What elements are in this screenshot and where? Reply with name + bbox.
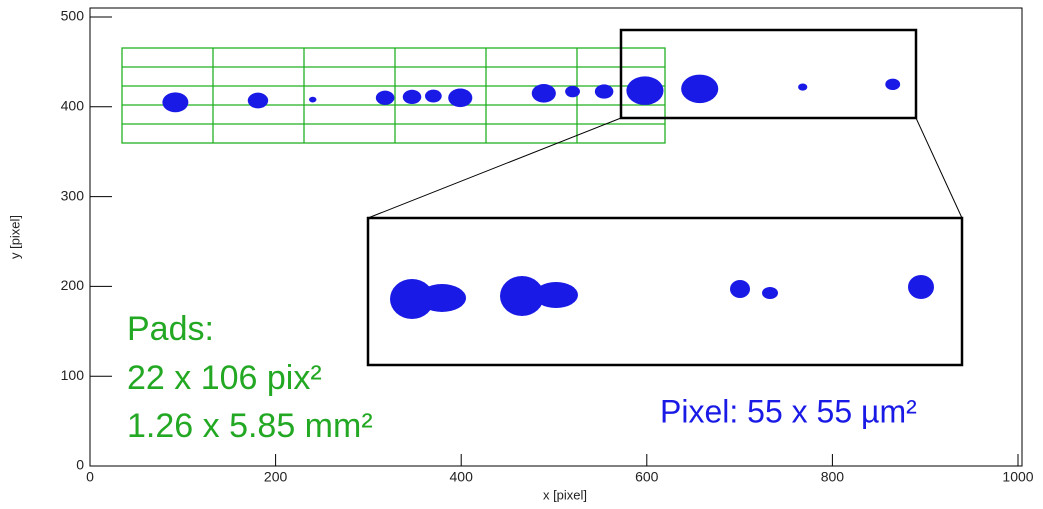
hit: [309, 96, 317, 103]
hit: [375, 90, 395, 105]
x-axis-label: x [pixel]: [543, 487, 587, 502]
zoom-line: [915, 117, 963, 219]
hit: [594, 84, 614, 99]
y-tick-label: 0: [76, 457, 84, 473]
x-tick-label: 800: [821, 469, 845, 485]
zoom-line: [367, 117, 622, 219]
inset-hit: [534, 282, 578, 308]
hit: [247, 92, 269, 109]
x-tick-label: 0: [86, 469, 94, 485]
hit: [425, 89, 442, 103]
hit: [798, 83, 808, 91]
x-tick-label: 1000: [1002, 469, 1033, 485]
inset-hit: [730, 280, 750, 298]
zoom-box: [619, 28, 918, 120]
annotation: 22 x 106 pix²: [127, 359, 322, 397]
x-tick-label: 200: [264, 469, 288, 485]
inset-box: [366, 216, 964, 367]
annotation: Pixel: 55 x 55 µm²: [660, 393, 917, 429]
x-tick-label: 400: [450, 469, 474, 485]
y-axis-label: y [pixel]: [7, 215, 22, 259]
y-tick-label: 400: [61, 98, 85, 114]
annotation: Pads:: [127, 310, 214, 348]
inset-hits: [390, 275, 934, 319]
y-tick-label: 200: [61, 277, 85, 293]
hit: [448, 88, 473, 108]
hit: [531, 84, 556, 103]
hit: [626, 76, 664, 105]
hit: [162, 92, 189, 113]
annotation: 1.26 x 5.85 mm²: [127, 407, 373, 445]
hit: [885, 78, 901, 91]
y-tick-label: 500: [61, 8, 85, 24]
inset-hit: [418, 284, 466, 312]
inset-hit: [762, 287, 778, 299]
x-tick-label: 600: [635, 469, 659, 485]
inset-hit: [908, 275, 934, 299]
pad-outline: [121, 47, 666, 144]
inset-hit: [500, 276, 544, 316]
y-tick-label: 300: [61, 187, 85, 203]
pad-grid: [121, 47, 666, 144]
hit: [681, 74, 719, 104]
plot-frame: [89, 7, 1023, 467]
hit: [402, 89, 422, 105]
y-tick-label: 100: [61, 367, 85, 383]
hit: [565, 85, 580, 98]
inset-hit: [390, 279, 434, 319]
